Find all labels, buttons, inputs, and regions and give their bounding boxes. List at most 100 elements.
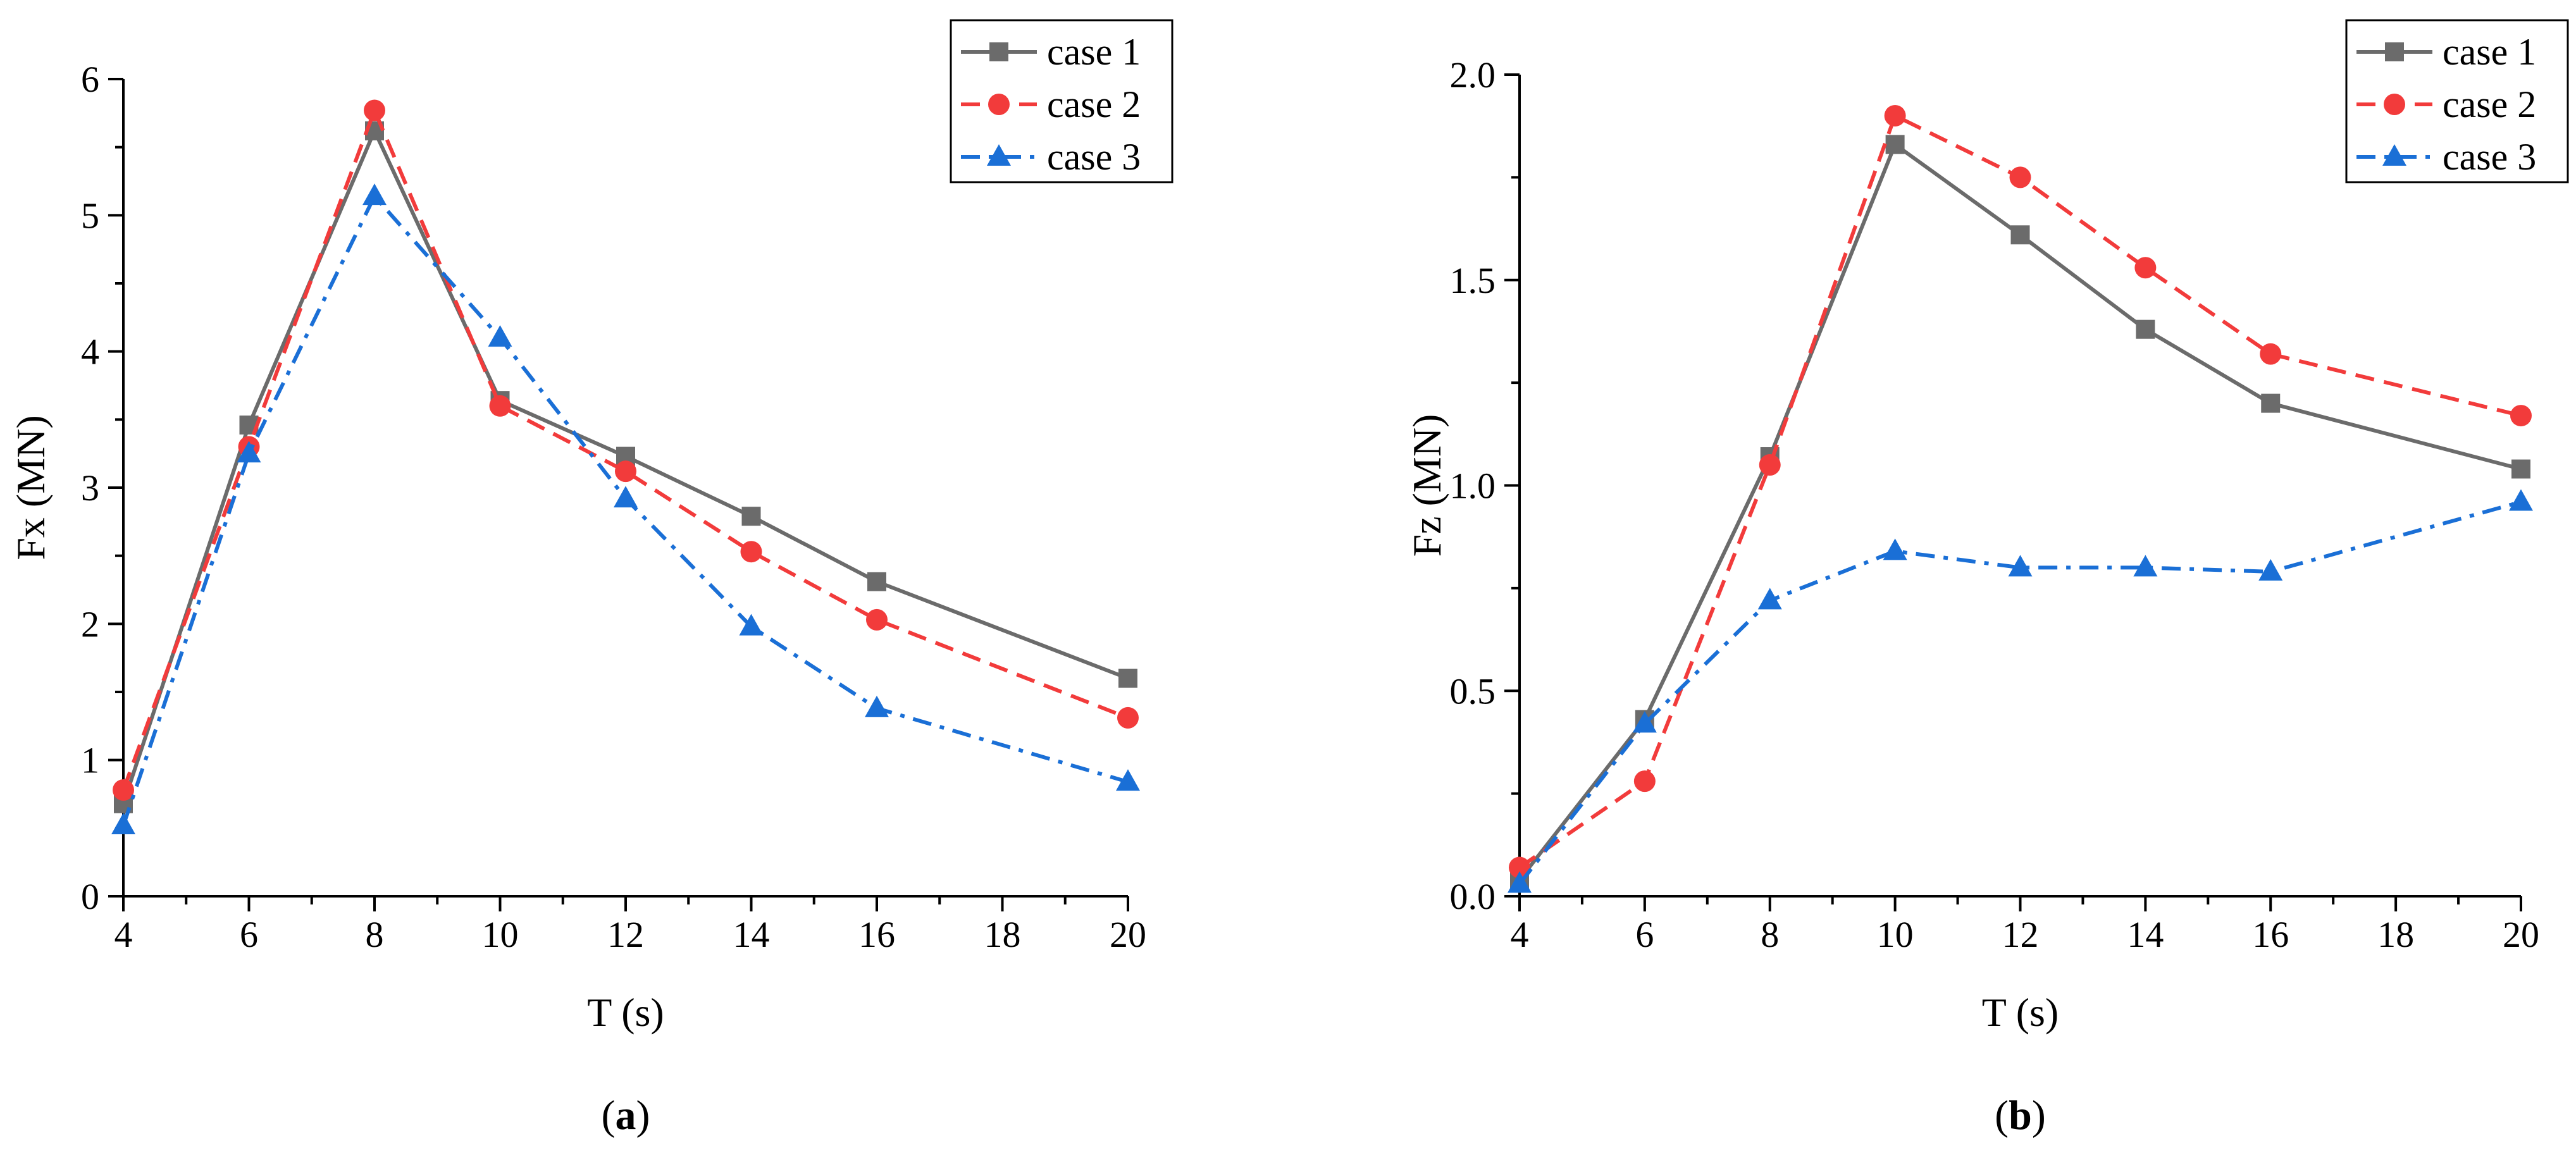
data-point	[1759, 454, 1781, 476]
panel-label: (a)	[602, 1092, 650, 1138]
legend-label: case 1	[2443, 31, 2536, 73]
x-tick-label: 4	[1511, 914, 1529, 955]
data-point	[1117, 706, 1139, 729]
data-point	[2009, 166, 2031, 188]
data-point	[2510, 405, 2532, 427]
legend-marker	[2382, 144, 2406, 166]
data-point	[362, 183, 387, 206]
data-point	[614, 486, 638, 508]
legend-entry-2: case 2	[2356, 83, 2536, 125]
data-point	[488, 325, 512, 347]
data-point	[2509, 489, 2533, 511]
series-line	[121, 194, 1129, 826]
legend-entry-3: case 3	[961, 136, 1141, 178]
x-tick-label: 16	[2252, 914, 2289, 955]
data-point	[741, 507, 761, 526]
data-point	[1633, 770, 1656, 793]
x-tick-label: 14	[2127, 914, 2164, 955]
data-point	[2260, 343, 2282, 365]
data-point	[2134, 257, 2157, 279]
legend-label: case 3	[2443, 136, 2536, 178]
legend-entry-1: case 1	[961, 31, 1141, 73]
legend-marker	[988, 94, 1010, 115]
y-tick-label: 2	[81, 603, 99, 645]
data-point	[740, 541, 762, 563]
data-point	[2261, 393, 2281, 413]
legend-entry-3: case 3	[2356, 136, 2536, 178]
data-point	[2511, 459, 2530, 479]
x-tick-label: 16	[858, 914, 895, 955]
data-point	[237, 441, 261, 463]
data-point	[1509, 856, 1530, 879]
data-point	[1508, 871, 1532, 893]
y-tick-label: 1.0	[1450, 466, 1496, 507]
data-point	[865, 695, 889, 717]
data-point	[2136, 319, 2155, 339]
y-tick-label: 0.5	[1450, 670, 1496, 712]
legend-label: case 1	[1047, 31, 1141, 73]
y-tick-label: 1.5	[1450, 260, 1496, 301]
panel-label: (b)	[1995, 1092, 2046, 1138]
x-tick-label: 14	[733, 914, 770, 955]
data-point	[364, 99, 385, 121]
data-point	[1884, 104, 1906, 126]
data-point	[1757, 588, 1782, 610]
y-tick-label: 2.0	[1450, 54, 1496, 96]
y-tick-label: 5	[81, 195, 99, 236]
data-point	[1883, 538, 1907, 560]
y-axis-title: Fx (MN)	[8, 415, 53, 560]
y-tick-label: 6	[81, 59, 99, 100]
x-tick-label: 12	[2002, 914, 2039, 955]
data-point	[2008, 555, 2033, 577]
data-point	[866, 608, 888, 631]
legend-marker	[987, 144, 1011, 166]
y-tick-label: 4	[81, 331, 99, 373]
x-tick-label: 8	[366, 914, 384, 955]
y-tick-label: 0	[81, 876, 99, 917]
legend-marker	[989, 42, 1008, 61]
legend-marker	[2385, 42, 2404, 61]
legend-marker	[2384, 94, 2405, 115]
x-tick-label: 18	[2377, 914, 2414, 955]
x-axis-title: T (s)	[1982, 990, 2059, 1035]
data-point	[2133, 555, 2158, 577]
x-tick-label: 6	[240, 914, 258, 955]
x-tick-label: 20	[1110, 914, 1146, 955]
panel-b: 4 6 8 10 12 14 16 18 20 0.0 0.5 1.0 1.5 2.0 T (s) Fz (M…	[1404, 19, 2569, 1138]
series-line	[1518, 500, 2522, 885]
data-point	[867, 572, 886, 591]
series-line	[121, 128, 1129, 805]
data-point	[111, 813, 135, 835]
series-2	[1509, 104, 2532, 879]
legend-label: case 2	[1047, 83, 1141, 125]
data-point	[615, 460, 636, 483]
x-tick-label: 18	[984, 914, 1021, 955]
data-point	[2010, 225, 2030, 245]
y-tick-label: 1	[81, 740, 99, 781]
series-3	[111, 183, 1140, 835]
data-point	[739, 614, 764, 636]
legend-entry-1: case 1	[2356, 31, 2536, 73]
x-tick-label: 4	[115, 914, 133, 955]
data-point	[489, 395, 511, 417]
x-axis-title: T (s)	[587, 990, 664, 1035]
legend-entry-2: case 2	[961, 83, 1141, 125]
data-point	[1632, 711, 1657, 733]
data-point	[113, 779, 134, 801]
x-tick-label: 10	[1877, 914, 1914, 955]
series-1	[1510, 135, 2530, 890]
legend-box	[950, 19, 1173, 183]
legend: case 1 case 2 case 3	[950, 19, 1173, 183]
data-point	[1118, 669, 1137, 688]
y-tick-label: 3	[81, 467, 99, 509]
x-tick-label: 20	[2503, 914, 2539, 955]
legend-box	[2345, 19, 2569, 183]
series-3	[1508, 489, 2533, 893]
y-axis-title: Fz (MN)	[1404, 414, 1449, 557]
legend-label: case 2	[2443, 83, 2536, 125]
data-point	[1116, 769, 1140, 791]
series-line	[1518, 113, 2522, 870]
data-point	[2258, 558, 2283, 581]
